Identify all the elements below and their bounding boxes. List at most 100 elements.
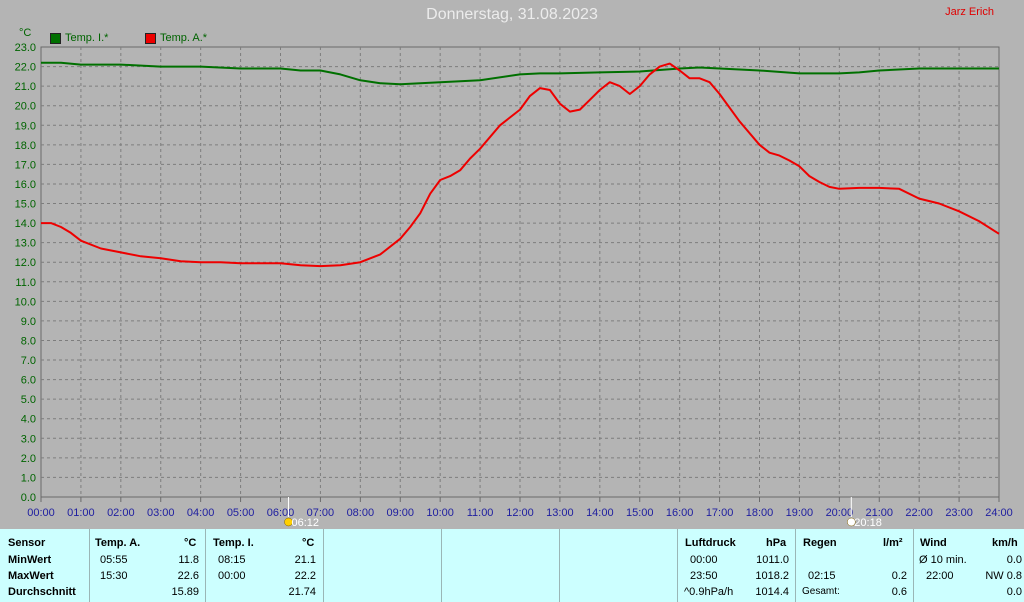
legend-swatch-temp-i <box>50 32 61 44</box>
y-tick-label: 15.0 <box>15 199 36 211</box>
rain-max-value: 0.2 <box>891 570 907 582</box>
legend-label-temp-i: Temp. I.* <box>65 32 109 44</box>
y-tick-label: 20.0 <box>15 101 36 113</box>
x-tick-label: 18:00 <box>746 507 774 519</box>
wind-avg-label: Ø 10 min. <box>919 554 967 566</box>
pressure-max-time: 23:50 <box>690 570 718 582</box>
chart-canvas: 0.0 1.0 2.0 3.0 4.0 5.0 6.0 7.0 8.0 9.0 10.0 11.0 12… <box>15 42 1013 529</box>
wind-header: Wind <box>920 537 947 549</box>
y-tick-label: 9.0 <box>21 316 36 328</box>
temp-i-min-value: 21.1 <box>294 554 316 566</box>
pressure-min-time: 00:00 <box>690 554 718 566</box>
x-tick-label: 08:00 <box>347 507 375 519</box>
x-tick-label: 04:00 <box>187 507 215 519</box>
x-tick-label: 22:00 <box>905 507 933 519</box>
series <box>41 61 1000 268</box>
temp-i-unit: °C <box>302 537 315 549</box>
y-tick-label: 13.0 <box>15 238 36 250</box>
stats-divider <box>441 529 442 602</box>
y-tick-label: 19.0 <box>15 120 36 132</box>
pressure-trend: ^0.9hPa/h <box>684 586 734 598</box>
stats-divider <box>323 529 324 602</box>
pressure-header: Luftdruck <box>685 537 736 549</box>
y-tick-label: 22.0 <box>15 62 36 74</box>
chart-title: Donnerstag, 31.08.2023 <box>426 6 598 23</box>
x-tick-label: 10:00 <box>426 507 454 519</box>
row-label-max: MaxWert <box>8 570 54 582</box>
temp-a-max-time: 15:30 <box>100 570 128 582</box>
x-tick-label: 23:00 <box>945 507 973 519</box>
legend-swatch-temp-a <box>145 32 156 44</box>
temp-a-max-value: 22.6 <box>177 570 199 582</box>
legend-item-temp-a: Temp. A.* <box>145 32 207 44</box>
series-line-temp-i <box>41 61 999 86</box>
y-tick-label: 2.0 <box>21 453 36 465</box>
sun-time-label: 06:12 <box>291 517 319 529</box>
rain-total-value: 0.6 <box>891 586 907 598</box>
rain-header: Regen <box>803 537 837 549</box>
temp-i-header: Temp. I. <box>213 537 254 549</box>
sensor-header: Sensor <box>8 537 46 549</box>
annotations: 06:12 20:18 <box>284 497 882 529</box>
stats-divider <box>677 529 678 602</box>
y-tick-label: 18.0 <box>15 140 36 152</box>
x-tick-label: 06:00 <box>267 507 295 519</box>
y-tick-label: 0.0 <box>21 492 36 504</box>
temp-a-avg-value: 15.89 <box>171 586 199 598</box>
axes: 0.0 1.0 2.0 3.0 4.0 5.0 6.0 7.0 8.0 9.0 10.0 11.0 12… <box>15 42 1013 519</box>
y-tick-label: 23.0 <box>15 42 36 54</box>
author-label: Jarz Erich <box>945 6 994 18</box>
stats-divider <box>89 529 90 602</box>
rain-unit: l/m² <box>883 537 903 549</box>
stats-divider <box>559 529 560 602</box>
pressure-max-value: 1018.2 <box>755 570 789 582</box>
pressure-min-value: 1011.0 <box>756 554 789 566</box>
wind-max-value: NW 0.8 <box>985 570 1022 582</box>
sunset-icon <box>847 517 856 527</box>
rain-max-time: 02:15 <box>808 570 836 582</box>
temp-i-max-time: 00:00 <box>218 570 246 582</box>
y-tick-label: 8.0 <box>21 335 36 347</box>
y-tick-label: 21.0 <box>15 81 36 93</box>
pressure-unit: hPa <box>766 537 787 549</box>
x-tick-label: 07:00 <box>307 507 335 519</box>
x-tick-label: 14:00 <box>586 507 614 519</box>
x-tick-label: 20:00 <box>826 507 854 519</box>
y-tick-label: 14.0 <box>15 218 36 230</box>
pressure-avg-value: 1014.4 <box>755 586 789 598</box>
x-tick-label: 15:00 <box>626 507 654 519</box>
x-tick-label: 00:00 <box>27 507 55 519</box>
y-tick-label: 11.0 <box>15 277 36 289</box>
temp-i-avg-value: 21.74 <box>288 586 316 598</box>
stats-divider <box>205 529 206 602</box>
grid <box>40 46 1000 498</box>
y-tick-label: 16.0 <box>15 179 36 191</box>
temp-a-min-value: 11.8 <box>178 554 199 566</box>
rain-total-label: Gesamt: <box>802 586 840 597</box>
x-tick-label: 11:00 <box>467 507 494 519</box>
y-tick-label: 6.0 <box>21 375 36 387</box>
x-tick-label: 09:00 <box>386 507 414 519</box>
y-tick-label: 17.0 <box>15 159 36 171</box>
y-tick-label: 5.0 <box>21 394 36 406</box>
y-tick-label: 12.0 <box>15 257 36 269</box>
stats-divider <box>795 529 796 602</box>
sunrise-icon <box>284 517 293 527</box>
y-tick-label: 10.0 <box>15 296 36 308</box>
temp-i-min-time: 08:15 <box>218 554 246 566</box>
x-tick-label: 02:00 <box>107 507 135 519</box>
wind-avg-value: 0.0 <box>1006 554 1022 566</box>
x-tick-label: 01:00 <box>67 507 95 519</box>
x-tick-label: 17:00 <box>706 507 734 519</box>
series-line-temp-a <box>41 62 1000 268</box>
x-tick-label: 12:00 <box>506 507 534 519</box>
temp-a-unit: °C <box>184 537 197 549</box>
stats-divider <box>913 529 914 602</box>
row-label-avg: Durchschnitt <box>8 586 76 598</box>
y-tick-label: 1.0 <box>21 472 36 484</box>
y-tick-label: 7.0 <box>21 355 36 367</box>
x-tick-label: 03:00 <box>147 507 175 519</box>
sun-time-label: 20:18 <box>854 517 882 529</box>
stats-panel: Sensor MinWert MaxWert Durchschnitt Temp… <box>0 529 1024 602</box>
temp-a-min-time: 05:55 <box>100 554 128 566</box>
